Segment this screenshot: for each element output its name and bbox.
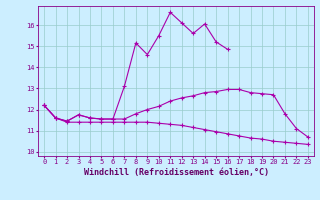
X-axis label: Windchill (Refroidissement éolien,°C): Windchill (Refroidissement éolien,°C) xyxy=(84,168,268,177)
